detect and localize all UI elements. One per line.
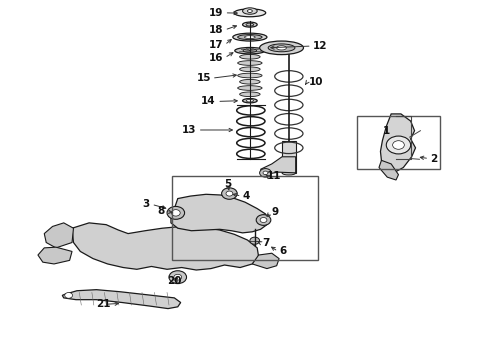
- Ellipse shape: [240, 54, 260, 59]
- Ellipse shape: [240, 92, 260, 96]
- Circle shape: [172, 210, 180, 216]
- Text: 4: 4: [243, 191, 250, 201]
- Ellipse shape: [240, 80, 260, 84]
- Ellipse shape: [235, 48, 265, 54]
- Circle shape: [221, 188, 237, 199]
- Polygon shape: [379, 160, 398, 180]
- Text: 12: 12: [313, 41, 328, 51]
- Text: 17: 17: [208, 40, 223, 50]
- Text: 6: 6: [279, 247, 286, 256]
- Ellipse shape: [277, 46, 287, 50]
- Polygon shape: [261, 157, 295, 175]
- Text: 5: 5: [224, 179, 232, 189]
- Text: 9: 9: [272, 207, 279, 217]
- Ellipse shape: [260, 41, 303, 55]
- Ellipse shape: [238, 61, 262, 65]
- Ellipse shape: [247, 10, 252, 13]
- Text: 8: 8: [157, 206, 165, 216]
- Text: 13: 13: [182, 125, 196, 135]
- Text: 18: 18: [209, 25, 223, 35]
- Circle shape: [174, 274, 182, 280]
- Polygon shape: [171, 194, 269, 233]
- Ellipse shape: [268, 44, 295, 52]
- Ellipse shape: [246, 23, 254, 26]
- Circle shape: [169, 271, 187, 284]
- Circle shape: [263, 171, 268, 175]
- Text: 3: 3: [143, 199, 150, 209]
- Text: 10: 10: [308, 77, 323, 87]
- Ellipse shape: [234, 9, 266, 17]
- Circle shape: [256, 215, 271, 225]
- Ellipse shape: [243, 22, 257, 27]
- Ellipse shape: [238, 73, 262, 78]
- Bar: [357, 116, 440, 169]
- Bar: [282, 141, 295, 173]
- Polygon shape: [44, 223, 74, 248]
- Text: 2: 2: [430, 154, 438, 163]
- Circle shape: [167, 206, 185, 219]
- Text: 16: 16: [209, 53, 223, 63]
- Ellipse shape: [233, 33, 267, 41]
- Text: 1: 1: [383, 126, 390, 136]
- Circle shape: [226, 191, 233, 196]
- Ellipse shape: [243, 99, 257, 103]
- Ellipse shape: [245, 36, 255, 39]
- Circle shape: [260, 217, 267, 222]
- Ellipse shape: [243, 49, 257, 53]
- Text: 14: 14: [201, 96, 216, 107]
- Polygon shape: [380, 114, 416, 173]
- Circle shape: [250, 237, 260, 244]
- Text: 7: 7: [262, 238, 270, 248]
- Text: 15: 15: [196, 73, 211, 83]
- Polygon shape: [38, 247, 72, 264]
- Polygon shape: [252, 253, 279, 269]
- Bar: [172, 176, 318, 260]
- Ellipse shape: [282, 171, 295, 175]
- Circle shape: [260, 168, 271, 177]
- Text: 20: 20: [167, 276, 182, 286]
- Ellipse shape: [246, 99, 253, 102]
- Polygon shape: [72, 223, 259, 270]
- Text: 11: 11: [267, 171, 281, 181]
- Circle shape: [65, 293, 73, 298]
- Circle shape: [386, 136, 411, 154]
- Ellipse shape: [238, 86, 262, 90]
- Text: 21: 21: [97, 299, 111, 309]
- Ellipse shape: [240, 67, 260, 72]
- Ellipse shape: [243, 8, 257, 14]
- Text: 19: 19: [209, 8, 223, 18]
- Polygon shape: [62, 290, 181, 309]
- Circle shape: [392, 141, 404, 149]
- Ellipse shape: [238, 35, 262, 40]
